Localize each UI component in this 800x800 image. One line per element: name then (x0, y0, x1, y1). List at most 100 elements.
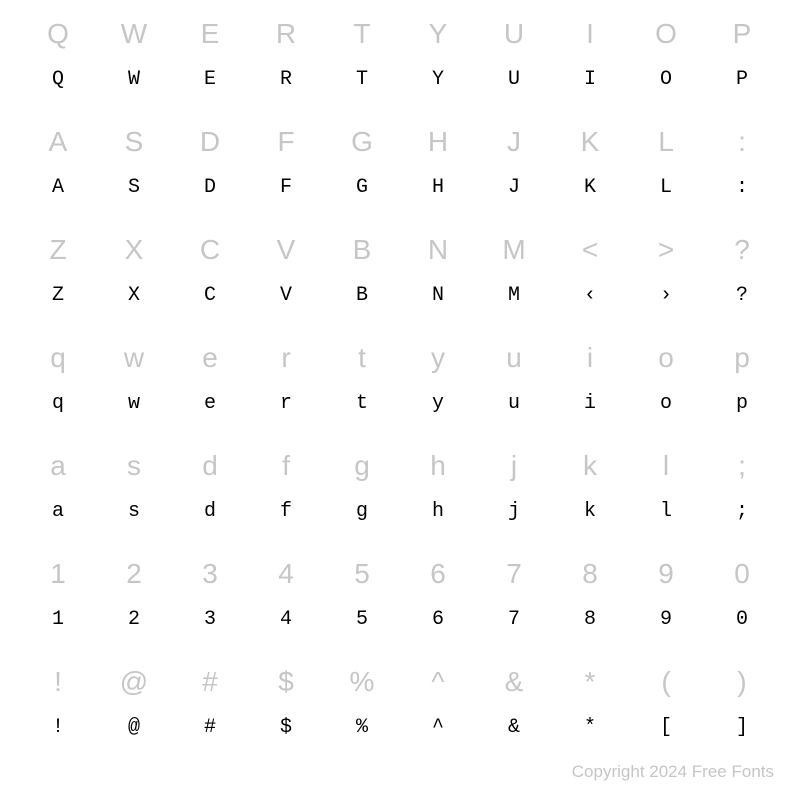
reference-char: M (476, 226, 552, 280)
reference-char: J (476, 118, 552, 172)
glyph-char: V (248, 280, 324, 334)
glyph-char: 4 (248, 604, 324, 658)
reference-char: ) (704, 658, 780, 712)
reference-char: d (172, 442, 248, 496)
reference-char: B (324, 226, 400, 280)
reference-char: Z (20, 226, 96, 280)
reference-row: 1234567890 (20, 550, 780, 604)
reference-char: e (172, 334, 248, 388)
reference-char: ^ (400, 658, 476, 712)
reference-char: q (20, 334, 96, 388)
reference-char: W (96, 10, 172, 64)
glyph-char: $ (248, 712, 324, 766)
reference-char: $ (248, 658, 324, 712)
glyph-char: L (628, 172, 704, 226)
glyph-char: P (704, 64, 780, 118)
reference-char: 2 (96, 550, 172, 604)
glyph-char: l (628, 496, 704, 550)
reference-char: k (552, 442, 628, 496)
glyph-row: 1234567890 (20, 604, 780, 658)
glyph-char: Z (20, 280, 96, 334)
reference-char: j (476, 442, 552, 496)
reference-row: !@#$%^&*() (20, 658, 780, 712)
reference-char: K (552, 118, 628, 172)
glyph-char: ; (704, 496, 780, 550)
glyph-row: qwertyuiop (20, 388, 780, 442)
glyph-char: a (20, 496, 96, 550)
reference-char: U (476, 10, 552, 64)
reference-row: ASDFGHJKL: (20, 118, 780, 172)
reference-char: 1 (20, 550, 96, 604)
glyph-char: 8 (552, 604, 628, 658)
glyph-char: s (96, 496, 172, 550)
reference-char: Q (20, 10, 96, 64)
glyph-char: d (172, 496, 248, 550)
glyph-char: i (552, 388, 628, 442)
glyph-char: B (324, 280, 400, 334)
reference-row: asdfghjkl; (20, 442, 780, 496)
reference-char: R (248, 10, 324, 64)
glyph-char: @ (96, 712, 172, 766)
reference-char: : (704, 118, 780, 172)
glyph-char: H (400, 172, 476, 226)
reference-char: @ (96, 658, 172, 712)
glyph-char: J (476, 172, 552, 226)
glyph-char: p (704, 388, 780, 442)
glyph-char: M (476, 280, 552, 334)
reference-char: l (628, 442, 704, 496)
glyph-char: U (476, 64, 552, 118)
reference-char: T (324, 10, 400, 64)
reference-char: S (96, 118, 172, 172)
reference-char: % (324, 658, 400, 712)
reference-char: 9 (628, 550, 704, 604)
glyph-char: u (476, 388, 552, 442)
reference-char: L (628, 118, 704, 172)
glyph-char: ^ (400, 712, 476, 766)
glyph-char: ! (20, 712, 96, 766)
glyph-char: 9 (628, 604, 704, 658)
glyph-char: C (172, 280, 248, 334)
reference-char: ! (20, 658, 96, 712)
reference-char: w (96, 334, 172, 388)
reference-char: < (552, 226, 628, 280)
glyph-char: I (552, 64, 628, 118)
reference-char: Y (400, 10, 476, 64)
reference-char: g (324, 442, 400, 496)
reference-char: V (248, 226, 324, 280)
reference-char: E (172, 10, 248, 64)
reference-char: O (628, 10, 704, 64)
reference-char: 5 (324, 550, 400, 604)
reference-char: r (248, 334, 324, 388)
glyph-row: QWERTYUIOP (20, 64, 780, 118)
glyph-char: k (552, 496, 628, 550)
glyph-char: 1 (20, 604, 96, 658)
glyph-row: ZXCVBNM‹›? (20, 280, 780, 334)
glyph-char: [ (628, 712, 704, 766)
reference-char: N (400, 226, 476, 280)
glyph-char: 5 (324, 604, 400, 658)
reference-char: H (400, 118, 476, 172)
glyph-char: W (96, 64, 172, 118)
glyph-char: E (172, 64, 248, 118)
glyph-char: F (248, 172, 324, 226)
reference-char: s (96, 442, 172, 496)
reference-char: 6 (400, 550, 476, 604)
glyph-char: # (172, 712, 248, 766)
reference-char: h (400, 442, 476, 496)
reference-char: ? (704, 226, 780, 280)
glyph-char: 7 (476, 604, 552, 658)
glyph-char: ‹ (552, 280, 628, 334)
reference-char: i (552, 334, 628, 388)
glyph-char: ? (704, 280, 780, 334)
glyph-char: t (324, 388, 400, 442)
reference-char: # (172, 658, 248, 712)
reference-char: 0 (704, 550, 780, 604)
glyph-char: S (96, 172, 172, 226)
glyph-row: ASDFGHJKL: (20, 172, 780, 226)
glyph-char: 3 (172, 604, 248, 658)
reference-char: > (628, 226, 704, 280)
glyph-char: e (172, 388, 248, 442)
reference-char: 3 (172, 550, 248, 604)
reference-char: P (704, 10, 780, 64)
glyph-char: X (96, 280, 172, 334)
